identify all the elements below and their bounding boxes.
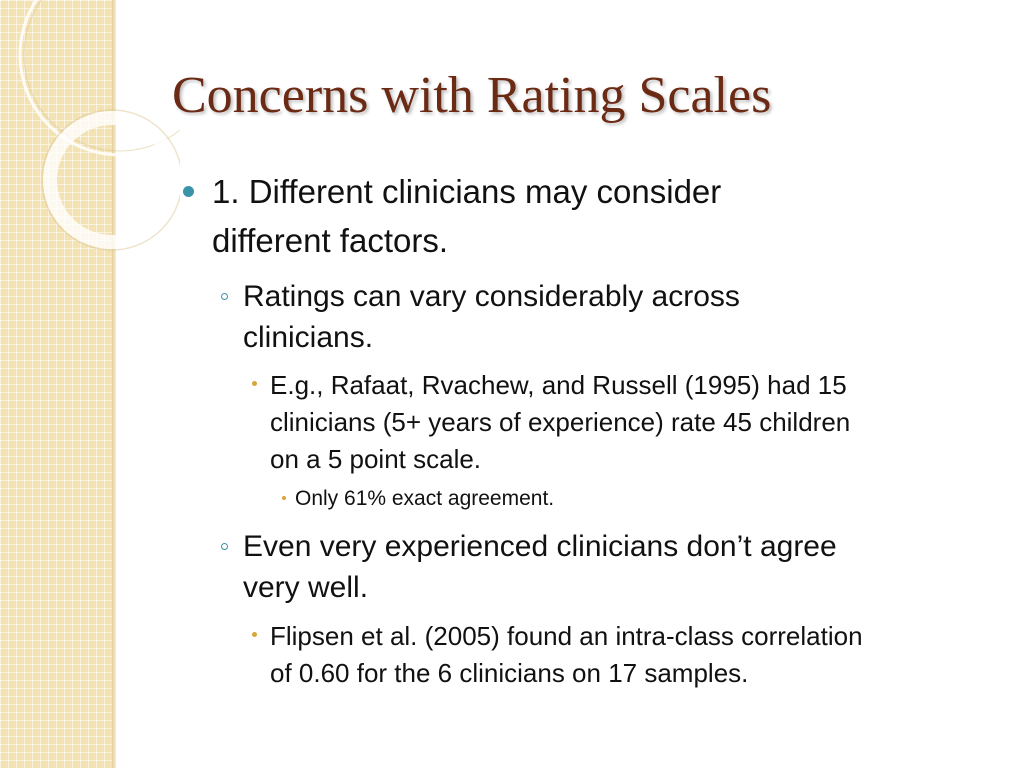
sub-sub-bullet-marker bbox=[252, 632, 257, 637]
sub-sub-bullet-text-line: E.g., Rafaat, Rvachew, and Russell (1995… bbox=[270, 370, 847, 400]
sub-bullet-marker bbox=[221, 543, 228, 550]
sub-bullet-text-line: Ratings can vary considerably across bbox=[243, 280, 740, 313]
sidebar-edge bbox=[112, 0, 116, 768]
sub-bullet-marker bbox=[221, 293, 228, 300]
decorative-circles bbox=[18, 0, 180, 251]
bullet-marker bbox=[183, 186, 194, 197]
bullet-text-line: different factors. bbox=[212, 222, 449, 259]
sub-sub-bullet-text-line: clinicians (5+ years of experience) rate… bbox=[270, 407, 851, 437]
slide-title: Concerns with Rating Scales bbox=[172, 67, 772, 124]
level4-bullet-marker bbox=[282, 496, 286, 500]
sub-sub-bullet-marker bbox=[252, 381, 257, 386]
bullet-text-line: 1. Different clinicians may consider bbox=[212, 173, 722, 210]
sub-bullet-text-line: clinicians. bbox=[243, 321, 374, 354]
sub-bullet-text-line: very well. bbox=[243, 571, 369, 604]
level4-bullet-text-line: Only 61% exact agreement. bbox=[295, 487, 555, 510]
sub-sub-bullet-text-line: Flipsen et al. (2005) found an intra-cla… bbox=[270, 621, 863, 651]
sub-sub-bullet-text-line: on a 5 point scale. bbox=[270, 444, 482, 474]
sub-sub-bullet-text-line: of 0.60 for the 6 clinicians on 17 sampl… bbox=[270, 658, 749, 688]
sub-bullet-text-line: Even very experienced clinicians don’t a… bbox=[243, 530, 837, 563]
